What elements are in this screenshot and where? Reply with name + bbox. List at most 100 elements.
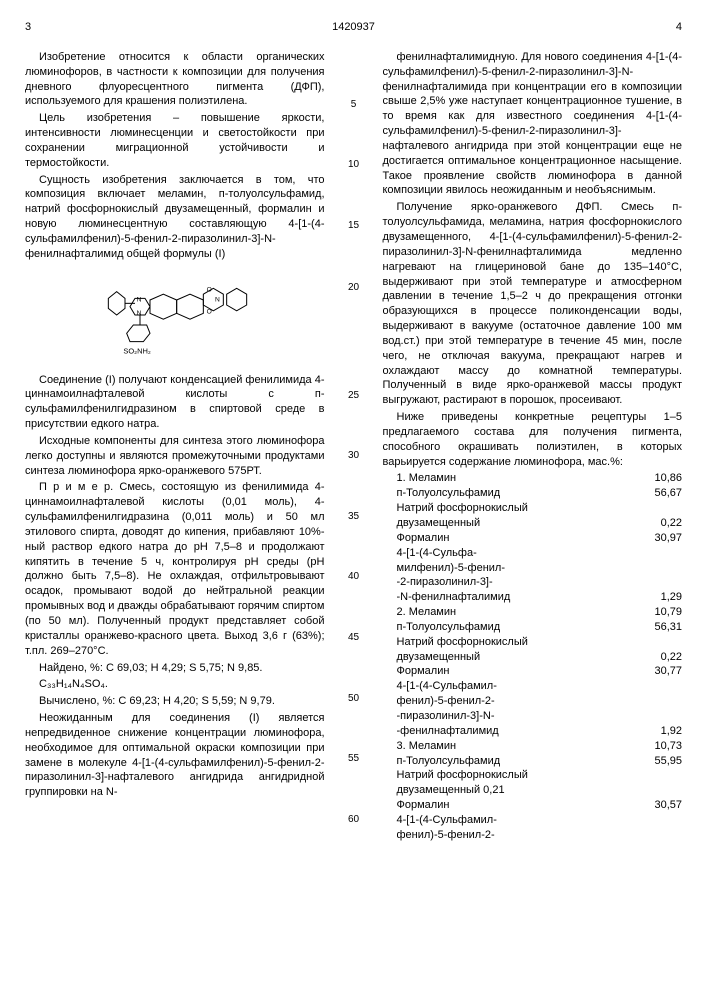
- structure-svg: N N O O N SO₂NH₂: [100, 270, 250, 360]
- line-number: 40: [348, 570, 359, 584]
- recipe-row: Натрий фосфорнокислый: [383, 635, 683, 650]
- recipe-row: Натрий фосфорнокислый: [383, 501, 683, 516]
- recipe-label: -пиразолинил-3]-N-: [383, 709, 495, 724]
- svg-text:N: N: [136, 310, 141, 317]
- recipe-label: -фенилнафталимид: [383, 724, 499, 739]
- svg-text:N: N: [215, 296, 220, 303]
- svg-text:N: N: [136, 296, 141, 303]
- recipe-list: 1. Меламин 10,86 п-Толуолсульфамид 56,67 Нат…: [383, 471, 683, 842]
- recipe-row: 4-[1-(4-Сульфа-: [383, 546, 683, 561]
- recipe-row: п-Толуолсульфамид 56,67: [383, 486, 683, 501]
- line-number: 55: [348, 752, 359, 766]
- recipe-label: двузамещенный 0,21: [383, 783, 505, 798]
- recipe-label: двузамещенный: [383, 650, 481, 665]
- recipe-value: 10,73: [646, 739, 682, 754]
- paragraph: Неожиданным для соединения (I) является …: [25, 711, 325, 800]
- recipe-value: 30,57: [646, 798, 682, 813]
- line-number: 45: [348, 631, 359, 645]
- recipe-value: 1,92: [653, 724, 682, 739]
- line-number: 50: [348, 692, 359, 706]
- recipe-label: фенил)-5-фенил-2-: [383, 694, 495, 709]
- recipe-row: 2. Меламин 10,79: [383, 605, 683, 620]
- formula-subscript: SO₂NH₂: [123, 346, 151, 355]
- recipe-value: 0,22: [653, 516, 682, 531]
- paragraph: Изобретение относится к области органиче…: [25, 50, 325, 109]
- recipe-row: -фенилнафталимид 1,92: [383, 724, 683, 739]
- paragraph: Соединение (I) получают конденсацией фен…: [25, 373, 325, 432]
- line-number: 60: [348, 813, 359, 827]
- line-number: 25: [348, 389, 359, 403]
- recipe-label: Формалин: [383, 531, 450, 546]
- recipe-row: Формалин 30,57: [383, 798, 683, 813]
- recipe-row: Натрий фосфорнокислый: [383, 768, 683, 783]
- recipe-label: Натрий фосфорнокислый: [383, 768, 528, 783]
- recipe-row: двузамещенный 0,22: [383, 516, 683, 531]
- recipe-label: фенил)-5-фенил-2-: [383, 828, 495, 843]
- content-columns: Изобретение относится к области органиче…: [25, 50, 682, 843]
- recipe-value: 30,77: [646, 664, 682, 679]
- recipe-row: Формалин 30,77: [383, 664, 683, 679]
- recipe-label: п-Толуолсульфамид: [383, 486, 501, 501]
- recipe-row: двузамещенный 0,22: [383, 650, 683, 665]
- patent-number: 1420937: [31, 20, 676, 35]
- recipe-label: милфенил)-5-фенил-: [383, 561, 506, 576]
- line-number: 5: [351, 98, 357, 112]
- recipe-label: Натрий фосфорнокислый: [383, 635, 528, 650]
- recipe-value: 55,95: [646, 754, 682, 769]
- line-number: 20: [348, 281, 359, 295]
- recipe-row: -пиразолинил-3]-N-: [383, 709, 683, 724]
- recipe-value: 10,86: [646, 471, 682, 486]
- recipe-label: 4-[1-(4-Сульфамил-: [383, 679, 497, 694]
- recipe-row: фенил)-5-фенил-2-: [383, 828, 683, 843]
- line-number: 35: [348, 510, 359, 524]
- recipe-row: 4-[1-(4-Сульфамил-: [383, 813, 683, 828]
- recipe-label: 2. Меламин: [383, 605, 457, 620]
- recipe-label: Формалин: [383, 798, 450, 813]
- recipe-label: п-Толуолсульфамид: [383, 754, 501, 769]
- recipe-label: Формалин: [383, 664, 450, 679]
- recipe-row: 1. Меламин 10,86: [383, 471, 683, 486]
- recipe-value: 30,97: [646, 531, 682, 546]
- recipe-row: п-Толуолсульфамид 56,31: [383, 620, 683, 635]
- recipe-label: -N-фенилнафталимид: [383, 590, 511, 605]
- paragraph: фенилнафталимидную. Для нового соединени…: [383, 50, 683, 198]
- recipe-value: 1,29: [653, 590, 682, 605]
- recipe-value: 56,67: [646, 486, 682, 501]
- paragraph: Ниже приведены конкретные рецептуры 1–5 …: [383, 410, 683, 469]
- line-number: 10: [348, 158, 359, 172]
- paragraph: Вычислено, %: С 69,23; Н 4,20; S 5,59; N…: [25, 694, 325, 709]
- paragraph: П р и м е р. Смесь, состоящую из фенилим…: [25, 480, 325, 658]
- left-column: Изобретение относится к области органиче…: [25, 50, 325, 843]
- recipe-row: -N-фенилнафталимид 1,29: [383, 590, 683, 605]
- line-number-gutter: 5 10 15 20 25 30 35 40 45 50 55 60: [345, 50, 363, 843]
- recipe-label: 4-[1-(4-Сульфа-: [383, 546, 477, 561]
- svg-text:O: O: [206, 308, 211, 315]
- recipe-label: 1. Меламин: [383, 471, 457, 486]
- paragraph: Сущность изобретения заключается в том, …: [25, 173, 325, 262]
- recipe-value: 10,79: [646, 605, 682, 620]
- paragraph: Цель изобретения – повышение яркости, ин…: [25, 111, 325, 170]
- recipe-label: 4-[1-(4-Сульфамил-: [383, 813, 497, 828]
- recipe-row: двузамещенный 0,21: [383, 783, 683, 798]
- recipe-row: 4-[1-(4-Сульфамил-: [383, 679, 683, 694]
- line-number: 30: [348, 449, 359, 463]
- page-header: 3 1420937 4: [25, 20, 682, 35]
- page-right: 4: [676, 20, 682, 35]
- recipe-value: 56,31: [646, 620, 682, 635]
- chemical-formula: N N O O N SO₂NH₂: [25, 270, 325, 365]
- recipe-label: двузамещенный: [383, 516, 481, 531]
- line-number: 15: [348, 219, 359, 233]
- paragraph: Исходные компоненты для синтеза этого лю…: [25, 434, 325, 479]
- paragraph: Найдено, %: С 69,03; Н 4,29; S 5,75; N 9…: [25, 661, 325, 676]
- recipe-row: п-Толуолсульфамид 55,95: [383, 754, 683, 769]
- right-column: фенилнафталимидную. Для нового соединени…: [383, 50, 683, 843]
- recipe-label: -2-пиразолинил-3]-: [383, 575, 493, 590]
- recipe-row: милфенил)-5-фенил-: [383, 561, 683, 576]
- recipe-row: фенил)-5-фенил-2-: [383, 694, 683, 709]
- svg-text:O: O: [206, 286, 211, 293]
- recipe-label: Натрий фосфорнокислый: [383, 501, 528, 516]
- paragraph: Получение ярко-оранжевого ДФП. Смесь п-т…: [383, 200, 683, 408]
- recipe-value: 0,22: [653, 650, 682, 665]
- recipe-row: 3. Меламин10,73: [383, 739, 683, 754]
- recipe-label: п-Толуолсульфамид: [383, 620, 501, 635]
